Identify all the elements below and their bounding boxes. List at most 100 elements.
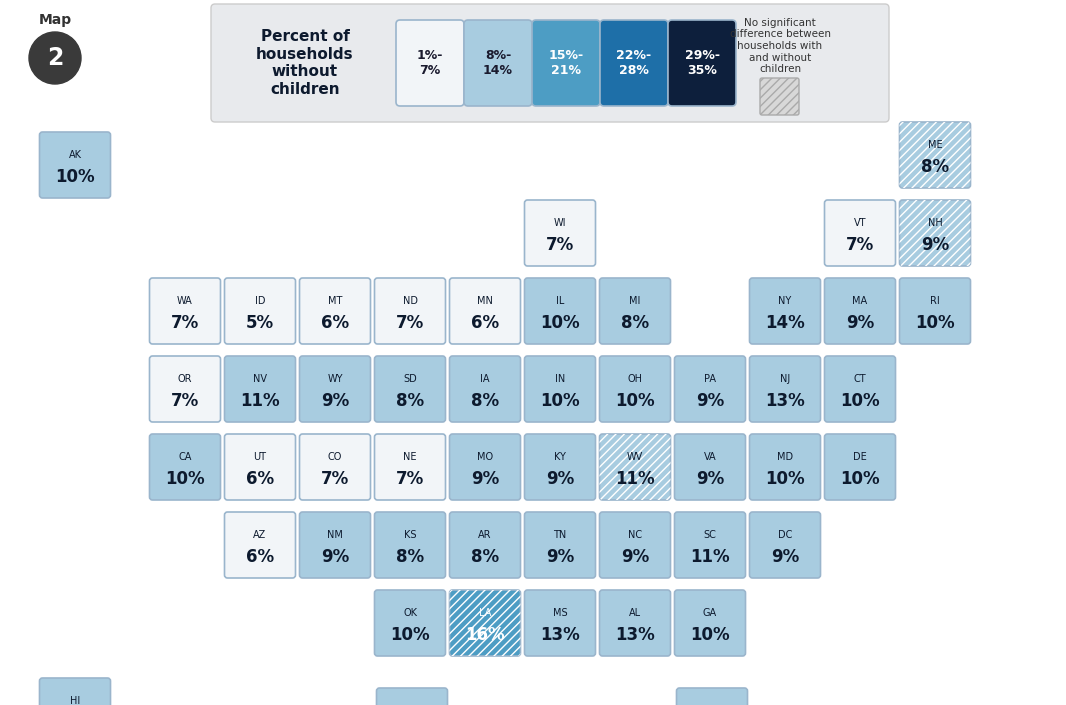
FancyBboxPatch shape bbox=[900, 278, 970, 344]
Text: 13%: 13% bbox=[540, 626, 580, 644]
FancyBboxPatch shape bbox=[749, 278, 821, 344]
FancyBboxPatch shape bbox=[524, 278, 596, 344]
FancyBboxPatch shape bbox=[668, 20, 736, 106]
Text: IN: IN bbox=[555, 374, 565, 384]
Text: 10%: 10% bbox=[540, 392, 580, 410]
FancyBboxPatch shape bbox=[675, 512, 745, 578]
FancyBboxPatch shape bbox=[749, 434, 821, 500]
Text: ND: ND bbox=[403, 296, 418, 306]
Text: AL: AL bbox=[629, 608, 641, 618]
Text: 1%-
7%: 1%- 7% bbox=[417, 49, 443, 77]
Text: 10%: 10% bbox=[765, 470, 805, 488]
Text: 16%: 16% bbox=[465, 626, 505, 644]
FancyBboxPatch shape bbox=[300, 278, 371, 344]
FancyBboxPatch shape bbox=[39, 132, 111, 198]
Text: OR: OR bbox=[178, 374, 192, 384]
Text: WA: WA bbox=[177, 296, 193, 306]
Text: 10%: 10% bbox=[55, 168, 95, 186]
FancyBboxPatch shape bbox=[824, 356, 895, 422]
Text: AR: AR bbox=[479, 530, 491, 540]
Text: ID: ID bbox=[255, 296, 265, 306]
Text: 6%: 6% bbox=[246, 548, 274, 566]
Text: TN: TN bbox=[553, 530, 567, 540]
Text: AZ: AZ bbox=[254, 530, 266, 540]
FancyBboxPatch shape bbox=[599, 278, 671, 344]
Text: HI: HI bbox=[70, 696, 80, 705]
FancyBboxPatch shape bbox=[749, 356, 821, 422]
Text: CT: CT bbox=[854, 374, 867, 384]
FancyBboxPatch shape bbox=[450, 278, 520, 344]
Text: IL: IL bbox=[555, 296, 564, 306]
Text: NM: NM bbox=[327, 530, 343, 540]
Text: 11%: 11% bbox=[615, 470, 655, 488]
Text: DE: DE bbox=[853, 452, 867, 462]
FancyBboxPatch shape bbox=[450, 590, 520, 656]
FancyBboxPatch shape bbox=[900, 200, 970, 266]
FancyBboxPatch shape bbox=[599, 590, 671, 656]
FancyBboxPatch shape bbox=[225, 512, 295, 578]
FancyBboxPatch shape bbox=[450, 512, 520, 578]
FancyBboxPatch shape bbox=[824, 278, 895, 344]
FancyBboxPatch shape bbox=[677, 688, 747, 705]
FancyBboxPatch shape bbox=[450, 356, 520, 422]
Text: 9%: 9% bbox=[321, 548, 350, 566]
Text: GA: GA bbox=[702, 608, 717, 618]
Text: NE: NE bbox=[403, 452, 417, 462]
Text: 8%: 8% bbox=[395, 392, 424, 410]
Text: 10%: 10% bbox=[165, 470, 205, 488]
Text: 10%: 10% bbox=[540, 314, 580, 332]
Text: 10%: 10% bbox=[840, 470, 879, 488]
FancyBboxPatch shape bbox=[824, 434, 895, 500]
Text: 8%: 8% bbox=[395, 548, 424, 566]
Text: 22%-
28%: 22%- 28% bbox=[616, 49, 651, 77]
FancyBboxPatch shape bbox=[225, 434, 295, 500]
FancyBboxPatch shape bbox=[524, 200, 596, 266]
Text: 11%: 11% bbox=[690, 548, 730, 566]
Text: 10%: 10% bbox=[390, 626, 430, 644]
Text: 2: 2 bbox=[47, 46, 63, 70]
FancyBboxPatch shape bbox=[599, 434, 671, 500]
Text: 10%: 10% bbox=[615, 392, 655, 410]
FancyBboxPatch shape bbox=[524, 434, 596, 500]
FancyBboxPatch shape bbox=[149, 434, 221, 500]
Text: No significant
difference between
households with
and without
children: No significant difference between househ… bbox=[729, 18, 830, 74]
Text: 6%: 6% bbox=[471, 314, 499, 332]
FancyBboxPatch shape bbox=[450, 434, 520, 500]
Text: 9%: 9% bbox=[771, 548, 800, 566]
Text: OH: OH bbox=[628, 374, 643, 384]
FancyBboxPatch shape bbox=[149, 356, 221, 422]
FancyBboxPatch shape bbox=[39, 678, 111, 705]
Text: 29%-
35%: 29%- 35% bbox=[684, 49, 720, 77]
FancyBboxPatch shape bbox=[675, 590, 745, 656]
FancyBboxPatch shape bbox=[760, 78, 800, 115]
Text: KY: KY bbox=[554, 452, 566, 462]
Text: 7%: 7% bbox=[171, 314, 199, 332]
FancyBboxPatch shape bbox=[374, 356, 446, 422]
Text: 9%: 9% bbox=[321, 392, 350, 410]
Text: RI: RI bbox=[931, 296, 940, 306]
Text: 13%: 13% bbox=[615, 626, 655, 644]
FancyBboxPatch shape bbox=[599, 356, 671, 422]
Text: 15%-
21%: 15%- 21% bbox=[548, 49, 583, 77]
Text: 8%-
14%: 8%- 14% bbox=[483, 49, 513, 77]
Text: 7%: 7% bbox=[846, 236, 874, 254]
Text: 6%: 6% bbox=[321, 314, 349, 332]
Text: NJ: NJ bbox=[780, 374, 790, 384]
FancyBboxPatch shape bbox=[524, 356, 596, 422]
Text: 10%: 10% bbox=[840, 392, 879, 410]
FancyBboxPatch shape bbox=[300, 434, 371, 500]
Text: Percent of
households
without
children: Percent of households without children bbox=[256, 30, 354, 97]
Text: MA: MA bbox=[853, 296, 868, 306]
Text: 5%: 5% bbox=[246, 314, 274, 332]
Text: WI: WI bbox=[553, 218, 566, 228]
FancyBboxPatch shape bbox=[225, 356, 295, 422]
Text: AK: AK bbox=[68, 150, 81, 160]
Text: 8%: 8% bbox=[471, 392, 499, 410]
FancyBboxPatch shape bbox=[532, 20, 600, 106]
Text: UT: UT bbox=[254, 452, 266, 462]
Text: 9%: 9% bbox=[546, 548, 575, 566]
FancyBboxPatch shape bbox=[395, 20, 464, 106]
Text: 13%: 13% bbox=[765, 392, 805, 410]
Text: MI: MI bbox=[629, 296, 641, 306]
Text: MT: MT bbox=[328, 296, 342, 306]
